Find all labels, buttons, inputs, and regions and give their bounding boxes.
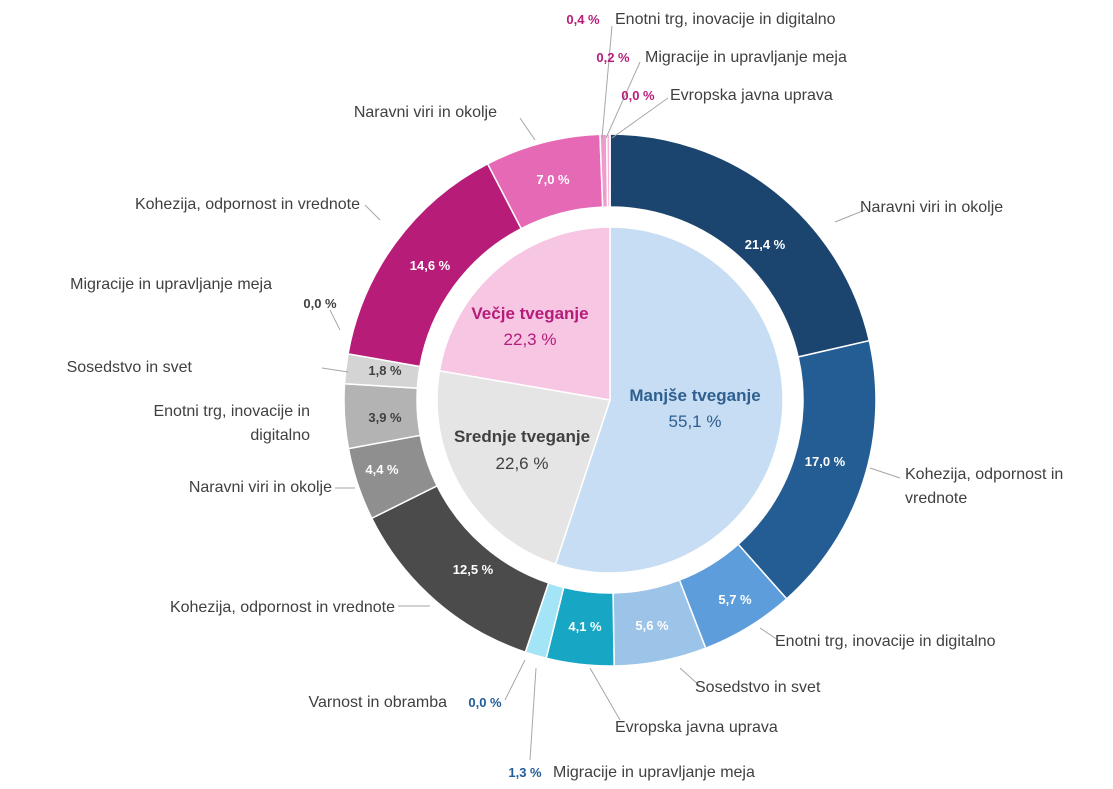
leader-line <box>321 367 349 373</box>
inner-segment <box>438 226 611 401</box>
leader-line <box>364 204 381 221</box>
outer-category-label: Kohezija, odpornost in vrednote <box>905 466 1064 507</box>
outer-category-label: Kohezija, odpornost in vrednote <box>134 196 360 213</box>
outer-value-label: 1,3 % <box>508 765 542 780</box>
outer-value-label: 4,4 % <box>365 462 399 477</box>
inner-category-label: Večje tveganje <box>471 304 589 323</box>
outer-value-label: 7,0 % <box>536 172 570 187</box>
outer-category-label: Sosedstvo in svet <box>695 679 821 696</box>
inner-value-label: 22,6 % <box>495 454 549 473</box>
leader-line <box>529 667 537 761</box>
outer-category-label: Evropska javna uprava <box>615 719 778 736</box>
outer-value-label: 0,4 % <box>566 12 600 27</box>
outer-value-label: 21,4 % <box>744 237 786 252</box>
inner-category-label: Srednje tveganje <box>453 427 591 446</box>
outer-category-label: Migracije in upravljanje meja <box>553 764 755 781</box>
outer-value-label: 0,0 % <box>468 695 502 710</box>
leader-line <box>601 25 613 139</box>
leader-line <box>869 467 901 479</box>
outer-value-label: 17,0 % <box>804 454 846 469</box>
outer-category-label: Migracije in upravljanje meja <box>645 49 847 66</box>
inner-category-label: Manjše tveganje <box>629 386 761 405</box>
outer-category-label: Sosedstvo in svet <box>66 359 192 376</box>
outer-category-label: Naravni viri in okolje <box>353 104 497 121</box>
outer-category-label: Kohezija, odpornost in vrednote <box>169 599 395 616</box>
outer-category-label: Migracije in upravljanje meja <box>70 276 272 293</box>
outer-category-label: Varnost in obramba <box>308 694 447 711</box>
leader-line <box>504 659 526 701</box>
leader-line <box>611 97 669 139</box>
inner-value-label: 55,1 % <box>668 412 722 431</box>
outer-category-label: Enotni trg, inovacije in digitalno <box>153 403 310 444</box>
leader-line <box>589 667 621 721</box>
outer-value-label: 5,6 % <box>635 618 669 633</box>
outer-category-label: Evropska javna uprava <box>670 87 833 104</box>
outer-value-label: 5,7 % <box>718 592 752 607</box>
outer-value-label: 0,2 % <box>596 50 630 65</box>
inner-segment <box>436 369 611 566</box>
outer-value-label: 12,5 % <box>452 562 494 577</box>
outer-value-label: 4,1 % <box>568 619 602 634</box>
leader-line <box>519 117 536 141</box>
leader-line <box>679 667 701 687</box>
outer-value-label: 3,9 % <box>368 410 402 425</box>
outer-value-label: 0,0 % <box>621 88 655 103</box>
outer-value-label: 1,8 % <box>368 363 402 378</box>
inner-segment <box>554 226 784 574</box>
leader-line <box>834 209 866 223</box>
leader-line <box>329 309 341 331</box>
leader-line <box>605 61 641 139</box>
outer-value-label: 14,6 % <box>409 258 451 273</box>
outer-value-label: 0,0 % <box>303 296 337 311</box>
inner-value-label: 22,3 % <box>503 330 557 349</box>
outer-category-label: Naravni viri in okolje <box>188 479 332 496</box>
outer-category-label: Naravni viri in okolje <box>860 199 1004 216</box>
outer-category-label: Enotni trg, inovacije in digitalno <box>775 633 996 650</box>
leader-line <box>759 627 779 641</box>
outer-category-label: Enotni trg, inovacije in digitalno <box>615 11 836 28</box>
